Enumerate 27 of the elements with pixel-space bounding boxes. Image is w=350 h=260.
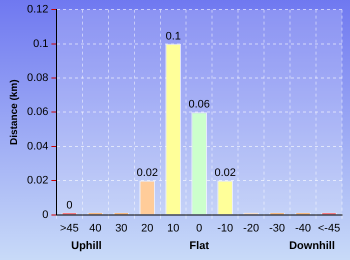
x-tick-label: -40 — [295, 222, 312, 234]
y-tick-label: 0.1 — [33, 38, 48, 50]
x-tick-label: 0 — [196, 222, 202, 234]
x-tick-label: >45 — [60, 222, 79, 234]
x-tick-label: -30 — [269, 222, 286, 234]
data-label: 0.02 — [214, 167, 236, 180]
y-tick-label: 0.04 — [26, 140, 48, 152]
y-tick-label: 0 — [42, 208, 48, 221]
y-tick-label: 0.08 — [26, 72, 48, 84]
x-tick-label: <-45 — [318, 222, 340, 234]
data-label: 0.02 — [136, 167, 158, 180]
x-tick-label: -20 — [243, 222, 260, 234]
text: Flat — [189, 240, 210, 252]
data-label: 0.06 — [188, 98, 210, 111]
y-axis-title: Distance (km) — [8, 79, 20, 145]
x-tick-label: 30 — [115, 222, 128, 234]
x-tick-label: 40 — [89, 222, 102, 234]
x-tick-label: -10 — [217, 222, 234, 234]
data-label: 0 — [66, 199, 72, 212]
x-tick-label: 20 — [141, 222, 154, 234]
y-tick-label: 0.12 — [26, 4, 48, 16]
data-label: 0.1 — [166, 30, 181, 42]
y-tick-label: 0.06 — [26, 106, 48, 118]
text: Uphill — [71, 240, 102, 252]
y-tick-label: 0.02 — [26, 174, 48, 187]
x-tick-label: 10 — [167, 222, 180, 234]
text: Downhill — [289, 240, 335, 252]
